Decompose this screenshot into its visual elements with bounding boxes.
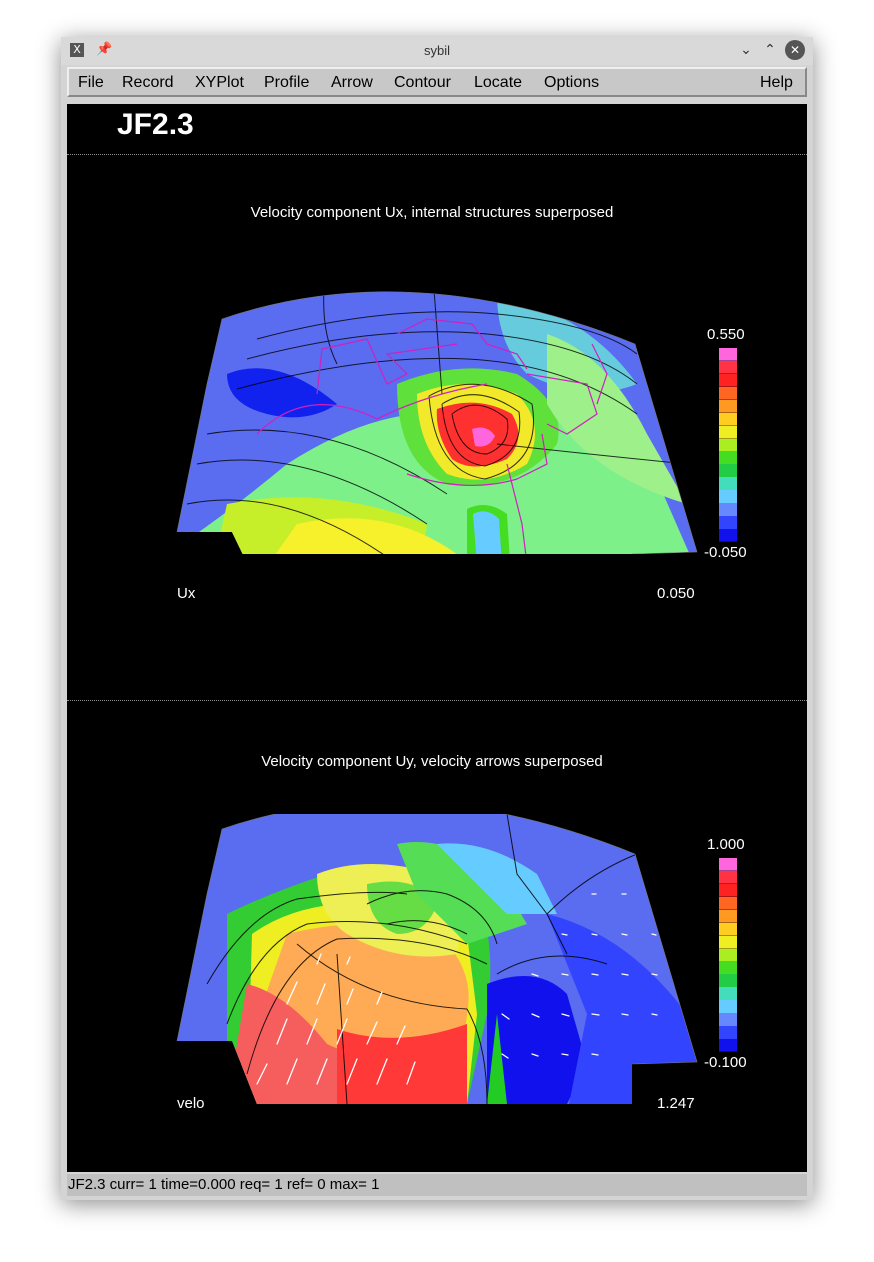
status-bar: JF2.3 curr= 1 time=0.000 req= 1 ref= 0 m… — [67, 1174, 807, 1196]
menu-help[interactable]: Help — [760, 74, 793, 91]
colorbar-step — [719, 961, 737, 975]
colorbar-step — [719, 935, 737, 950]
colorbar-step — [719, 858, 737, 872]
colorbar-min-label: -0.050 — [704, 544, 747, 561]
colorbar-step — [719, 464, 737, 478]
field-label: velo — [177, 1095, 205, 1112]
menu-contour[interactable]: Contour — [394, 74, 451, 91]
field-value: 1.247 — [657, 1095, 695, 1112]
x-app-icon[interactable]: X — [70, 43, 84, 57]
colorbar-step — [719, 438, 737, 452]
colorbar-plot1 — [718, 347, 738, 543]
colorbar-step — [719, 516, 737, 530]
plot2-title: Velocity component Uy, velocity arrows s… — [261, 753, 603, 770]
colorbar-step — [719, 909, 737, 924]
separator — [67, 700, 807, 701]
plot1-title: Velocity component Ux, internal structur… — [250, 204, 614, 221]
colorbar-step — [719, 974, 737, 988]
window-title: sybil — [423, 43, 450, 58]
colorbar-max-label: 1.000 — [707, 836, 745, 853]
colorbar-step — [719, 348, 737, 362]
pin-icon[interactable]: 📌 — [96, 41, 113, 56]
menu-options[interactable]: Options — [544, 74, 600, 91]
app-window: X 📌 sybil ⌄ ⌃ ✕ File Record XYPlot Profi… — [61, 37, 813, 1200]
close-icon[interactable]: ✕ — [785, 40, 805, 60]
field-label: Ux — [177, 585, 196, 602]
colorbar-step — [719, 1013, 737, 1027]
menu-profile[interactable]: Profile — [264, 74, 310, 91]
menu-file[interactable]: File — [78, 74, 104, 91]
colorbar-step — [719, 399, 737, 414]
colorbar-step — [719, 373, 737, 388]
colorbar-step — [719, 1026, 737, 1040]
menu-xyplot[interactable]: XYPlot — [195, 74, 244, 91]
colorbar-step — [719, 412, 737, 427]
colorbar-min-label: -0.100 — [704, 1054, 747, 1071]
menu-arrow[interactable]: Arrow — [331, 74, 373, 91]
colorbar-step — [719, 948, 737, 962]
colorbar-step — [719, 883, 737, 898]
colorbar-step — [719, 896, 737, 911]
colorbar-step — [719, 503, 737, 517]
menubar: File Record XYPlot Profile Arrow Contour… — [67, 67, 807, 97]
colorbar-step — [719, 987, 737, 1001]
chevron-down-icon[interactable]: ⌄ — [740, 42, 752, 58]
colorbar-step — [719, 870, 737, 885]
plot1-ux-field[interactable] — [167, 264, 707, 554]
colorbar-step — [719, 529, 737, 543]
colorbar-step — [719, 386, 737, 401]
chevron-up-icon[interactable]: ⌃ — [764, 42, 776, 58]
colorbar-step — [719, 477, 737, 491]
colorbar-step — [719, 1039, 737, 1053]
plot2-uy-field[interactable] — [167, 814, 707, 1104]
colorbar-step — [719, 425, 737, 440]
colorbar-step — [719, 490, 737, 504]
colorbar-step — [719, 1000, 737, 1014]
separator — [67, 154, 807, 155]
colorbar-step — [719, 922, 737, 937]
menu-record[interactable]: Record — [122, 74, 174, 91]
menu-locate[interactable]: Locate — [474, 74, 523, 91]
colorbar-plot2 — [718, 857, 738, 1053]
colorbar-step — [719, 360, 737, 375]
canvas-title: JF2.3 — [117, 108, 194, 141]
plot-canvas[interactable]: JF2.3 Velocity component Ux, internal st… — [67, 104, 807, 1172]
colorbar-step — [719, 451, 737, 465]
field-value: 0.050 — [657, 585, 695, 602]
titlebar[interactable]: X 📌 sybil ⌄ ⌃ ✕ — [61, 37, 813, 65]
colorbar-max-label: 0.550 — [707, 326, 745, 343]
